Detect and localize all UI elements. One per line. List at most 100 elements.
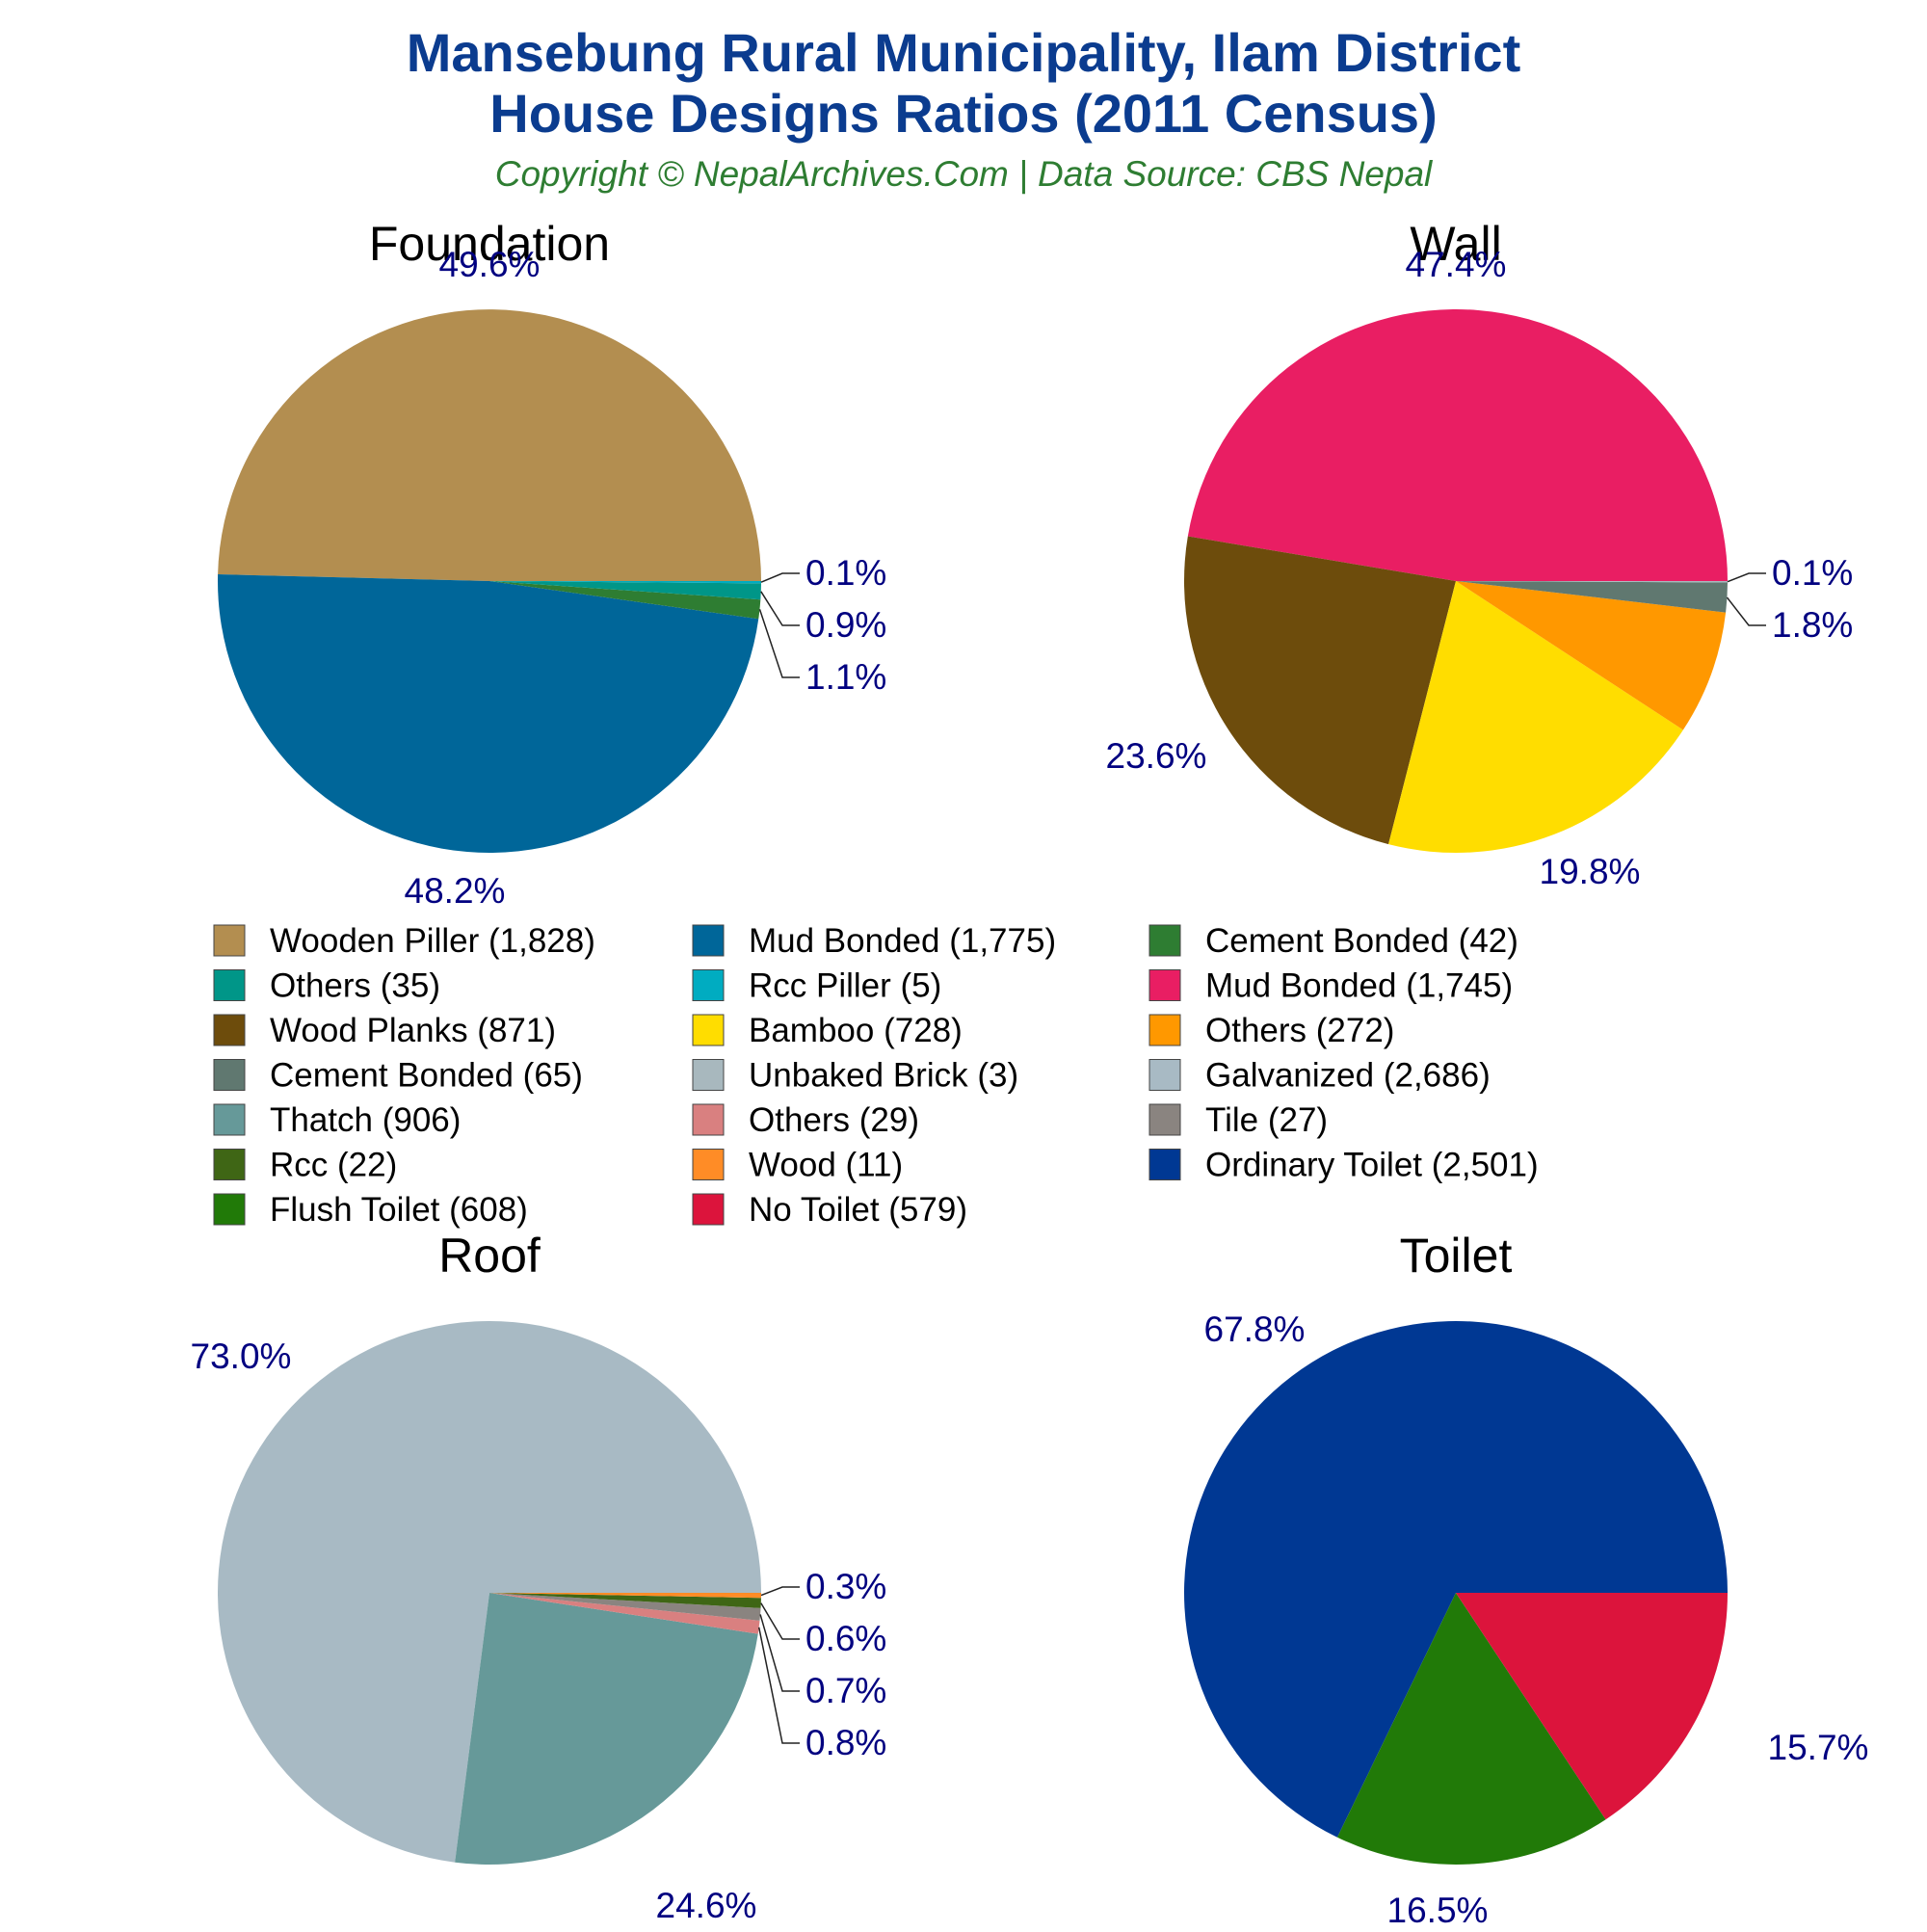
foundation-slice-wooden-piller [218,309,762,581]
legend-item: Flush Toilet (608) [213,1191,528,1229]
legend-item: No Toilet (579) [692,1191,967,1229]
legend-label: Cement Bonded (42) [1205,922,1518,960]
legend-label: Rcc Piller (5) [749,967,941,1005]
toilet-percent-label: 16.5% [1387,1891,1489,1927]
legend-swatch [213,969,246,1001]
legend-swatch [213,1149,246,1180]
legend-item: Others (272) [1148,1012,1394,1049]
wall-percent-label: 0.1% [1772,553,1853,593]
legend-swatch [213,1193,246,1226]
roof-pie-title: Roof [438,1229,541,1283]
legend-swatch [1148,1149,1181,1180]
legend-label: Rcc (22) [270,1147,397,1184]
legend-swatch [692,1014,725,1046]
legend-swatch [692,1149,725,1180]
wall-slice-cement-bonded [1456,581,1728,613]
wall-slice-mud-bonded [1187,308,1728,581]
legend-item: Rcc Piller (5) [692,967,941,1005]
wall-percent-label: 47.4% [1406,245,1507,284]
roof-percent-label: 0.7% [805,1671,886,1710]
roof-percent-label: 0.3% [805,1567,886,1606]
foundation-slice-mud-bonded [218,574,759,853]
wall-percent-label: 1.8% [1772,605,1853,645]
foundation-callout-line [760,591,800,626]
wall-slice-bamboo [1388,581,1683,853]
wall-pie-title: Wall [1410,217,1501,271]
legend-item: Bamboo (728) [692,1012,963,1049]
legend-item: Wood (11) [692,1147,903,1184]
roof-percent-label: 0.6% [805,1619,886,1658]
roof-callout-line [760,1586,800,1597]
wall-callout-line [1727,572,1766,583]
legend-label: Others (35) [270,967,440,1005]
legend-swatch [692,1059,725,1091]
legend-item: Ordinary Toilet (2,501) [1148,1147,1539,1184]
roof-pie: Roof 73.0% 24.6% 0.3% 0.6% 0.7% 0.8% [191,1229,887,1925]
legend: Wooden Piller (1,828) Mud Bonded (1,775) C… [213,922,1539,1229]
foundation-callout-line [760,572,800,583]
roof-slice-galvanized [217,1321,761,1863]
roof-slice-rcc [489,1593,761,1608]
legend-item: Mud Bonded (1,745) [1148,967,1513,1005]
wall-percent-label: 23.6% [1106,736,1207,776]
roof-slice-thatch [455,1593,758,1866]
foundation-pie-title: Foundation [369,217,610,271]
toilet-slice-no-toilet [1456,1593,1728,1820]
foundation-slice-cement-bonded [489,581,761,620]
legend-swatch [213,1103,246,1136]
legend-label: Others (29) [749,1101,919,1139]
legend-item: Mud Bonded (1,775) [692,922,1056,960]
roof-percent-label: 0.8% [805,1723,886,1762]
legend-item: Tile (27) [1148,1101,1328,1139]
roof-percent-label: 73.0% [191,1337,292,1376]
foundation-percent-label: 48.2% [405,871,506,911]
legend-label: Bamboo (728) [749,1012,963,1049]
legend-label: Wooden Piller (1,828) [270,922,595,960]
foundation-percent-label: 0.1% [805,553,886,593]
legend-swatch [1148,1059,1181,1091]
legend-swatch [213,1014,246,1046]
chart-title-line-1: Mansebung Rural Municipality, Ilam Distr… [407,22,1520,83]
wall-slice-others [1456,581,1727,730]
legend-swatch [213,924,246,957]
legend-item: Others (29) [692,1101,919,1139]
legend-item: Thatch (906) [213,1101,461,1139]
legend-label: Unbaked Brick (3) [749,1057,1018,1095]
legend-label: Wood Planks (871) [270,1012,556,1049]
toilet-slice-flush-toilet [1336,1593,1606,1865]
foundation-percent-label: 0.9% [805,605,886,645]
legend-item: Cement Bonded (65) [213,1057,583,1095]
chart-title-line-2: House Designs Ratios (2011 Census) [489,83,1437,144]
roof-slice-tile [489,1593,761,1621]
legend-swatch [1148,969,1181,1001]
legend-label: Wood (11) [749,1147,903,1184]
legend-label: Ordinary Toilet (2,501) [1205,1147,1539,1184]
legend-label: Tile (27) [1205,1101,1328,1139]
roof-callout-line [759,1614,800,1692]
legend-item: Rcc (22) [213,1147,397,1184]
legend-item: Cement Bonded (42) [1148,922,1518,960]
legend-item: Wooden Piller (1,828) [213,922,595,960]
toilet-pie-title: Toilet [1400,1229,1513,1283]
legend-label: Mud Bonded (1,775) [749,922,1056,960]
foundation-percent-label: 49.6% [439,245,541,284]
legend-swatch [213,1059,246,1091]
legend-label: Cement Bonded (65) [270,1057,583,1095]
wall-slice-unbaked-brick [1456,581,1729,583]
toilet-percent-label: 15.7% [1768,1728,1869,1767]
foundation-slice-others [489,581,761,600]
legend-swatch [692,1103,725,1136]
roof-slice-wood [489,1593,761,1599]
legend-label: Flush Toilet (608) [270,1191,528,1229]
wall-callout-line [1726,596,1766,626]
legend-item: Wood Planks (871) [213,1012,556,1049]
chart-subtitle: Copyright © NepalArchives.Com | Data Sou… [495,154,1434,194]
legend-swatch [1148,1103,1181,1136]
legend-item: Others (35) [213,967,440,1005]
legend-label: Galvanized (2,686) [1205,1057,1491,1095]
